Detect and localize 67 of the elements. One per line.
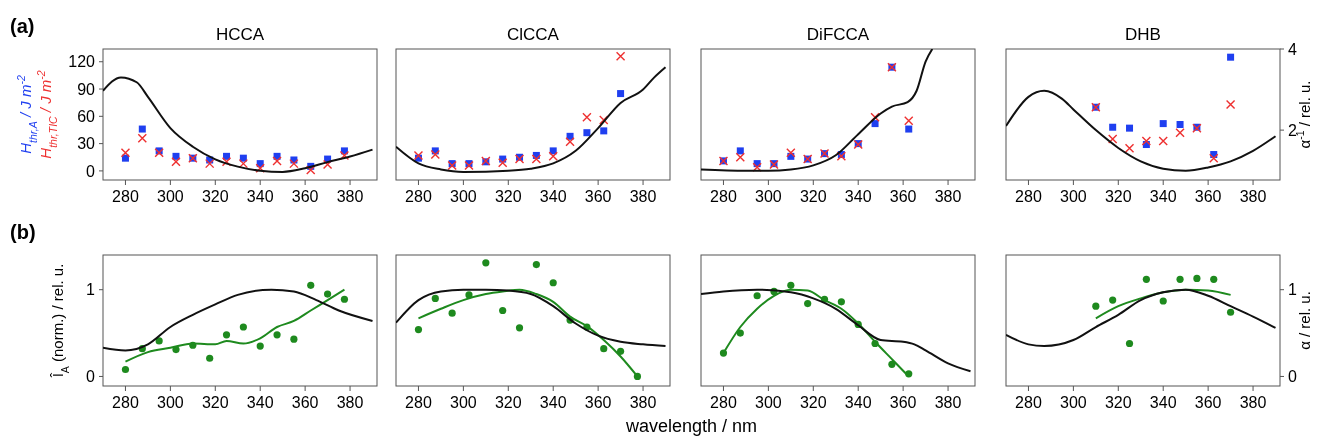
- x-tick-label: 380: [336, 394, 364, 411]
- y2-tick-label: 0: [1288, 368, 1297, 386]
- text: (b): [10, 221, 36, 243]
- x-axis-title: wavelength / nm: [624, 416, 758, 436]
- x-tick-label: 340: [1149, 394, 1177, 411]
- x-tick-label: 320: [494, 394, 522, 411]
- x-tick-label: 340: [844, 188, 872, 205]
- x-tick-label: 360: [291, 394, 319, 411]
- x-tick-label: 300: [1060, 188, 1087, 205]
- y-tick-label: 0: [86, 162, 96, 180]
- x-tick-label: 280: [1015, 394, 1042, 411]
- x-tick-label: 300: [157, 188, 184, 205]
- x-tick-label: 340: [539, 394, 567, 411]
- y-tick-label: 60: [77, 107, 96, 125]
- x-tick-label: 360: [584, 394, 612, 411]
- x-tick-label: 280: [405, 188, 432, 205]
- x-tick-label: 360: [889, 188, 917, 205]
- x-tick-label: 280: [710, 188, 737, 205]
- y2-tick-label: 4: [1288, 40, 1297, 58]
- chart-title: HCCA: [215, 25, 265, 44]
- x-tick-label: 320: [1104, 188, 1132, 205]
- x-tick-label: 360: [584, 188, 612, 205]
- x-tick-label: 300: [450, 394, 477, 411]
- y-tick-label: 1: [86, 281, 96, 299]
- y-tick-label: 90: [77, 80, 96, 98]
- x-tick-label: 360: [1194, 188, 1222, 205]
- x-tick-label: 380: [934, 394, 962, 411]
- x-tick-label: 320: [799, 394, 827, 411]
- x-tick-label: 280: [112, 394, 139, 411]
- x-tick-label: 380: [629, 394, 657, 411]
- x-tick-label: 380: [934, 188, 962, 205]
- y2-tick-label: 2: [1288, 121, 1297, 139]
- y-tick-label: 120: [68, 53, 96, 71]
- x-tick-label: 380: [1239, 394, 1267, 411]
- x-tick-label: 300: [755, 188, 782, 205]
- x-tick-label: 340: [246, 394, 274, 411]
- x-tick-label: 360: [291, 188, 319, 205]
- x-tick-label: 320: [799, 188, 827, 205]
- x-tick-label: 340: [246, 188, 274, 205]
- x-tick-label: 280: [112, 188, 139, 205]
- chart-title: DHB: [1125, 25, 1161, 44]
- x-tick-label: 300: [1060, 394, 1087, 411]
- x-tick-label: 340: [539, 188, 567, 205]
- y-tick-label: 30: [77, 135, 96, 153]
- y2-tick-label: 1: [1288, 281, 1297, 299]
- x-tick-label: 360: [1194, 394, 1222, 411]
- x-tick-label: 380: [336, 188, 364, 205]
- x-tick-label: 280: [710, 394, 737, 411]
- chart-title: DiFCCA: [806, 25, 870, 44]
- x-tick-label: 300: [755, 394, 782, 411]
- y-tick-label: 0: [86, 368, 96, 386]
- x-tick-label: 380: [1239, 188, 1267, 205]
- x-tick-label: 320: [201, 188, 229, 205]
- chart-title: ClCCA: [507, 25, 560, 44]
- x-tick-label: 360: [889, 394, 917, 411]
- x-tick-label: 300: [157, 394, 184, 411]
- text: (a): [10, 15, 35, 37]
- x-tick-label: 340: [844, 394, 872, 411]
- x-tick-label: 320: [494, 188, 522, 205]
- x-tick-label: 340: [1149, 188, 1177, 205]
- x-tick-label: 320: [201, 394, 229, 411]
- x-tick-label: 300: [450, 188, 477, 205]
- x-tick-label: 280: [1015, 188, 1042, 205]
- x-tick-label: 380: [629, 188, 657, 205]
- x-tick-label: 320: [1104, 394, 1132, 411]
- y2-axis-title: α / rel. u.: [1296, 291, 1313, 350]
- x-tick-label: 280: [405, 394, 432, 411]
